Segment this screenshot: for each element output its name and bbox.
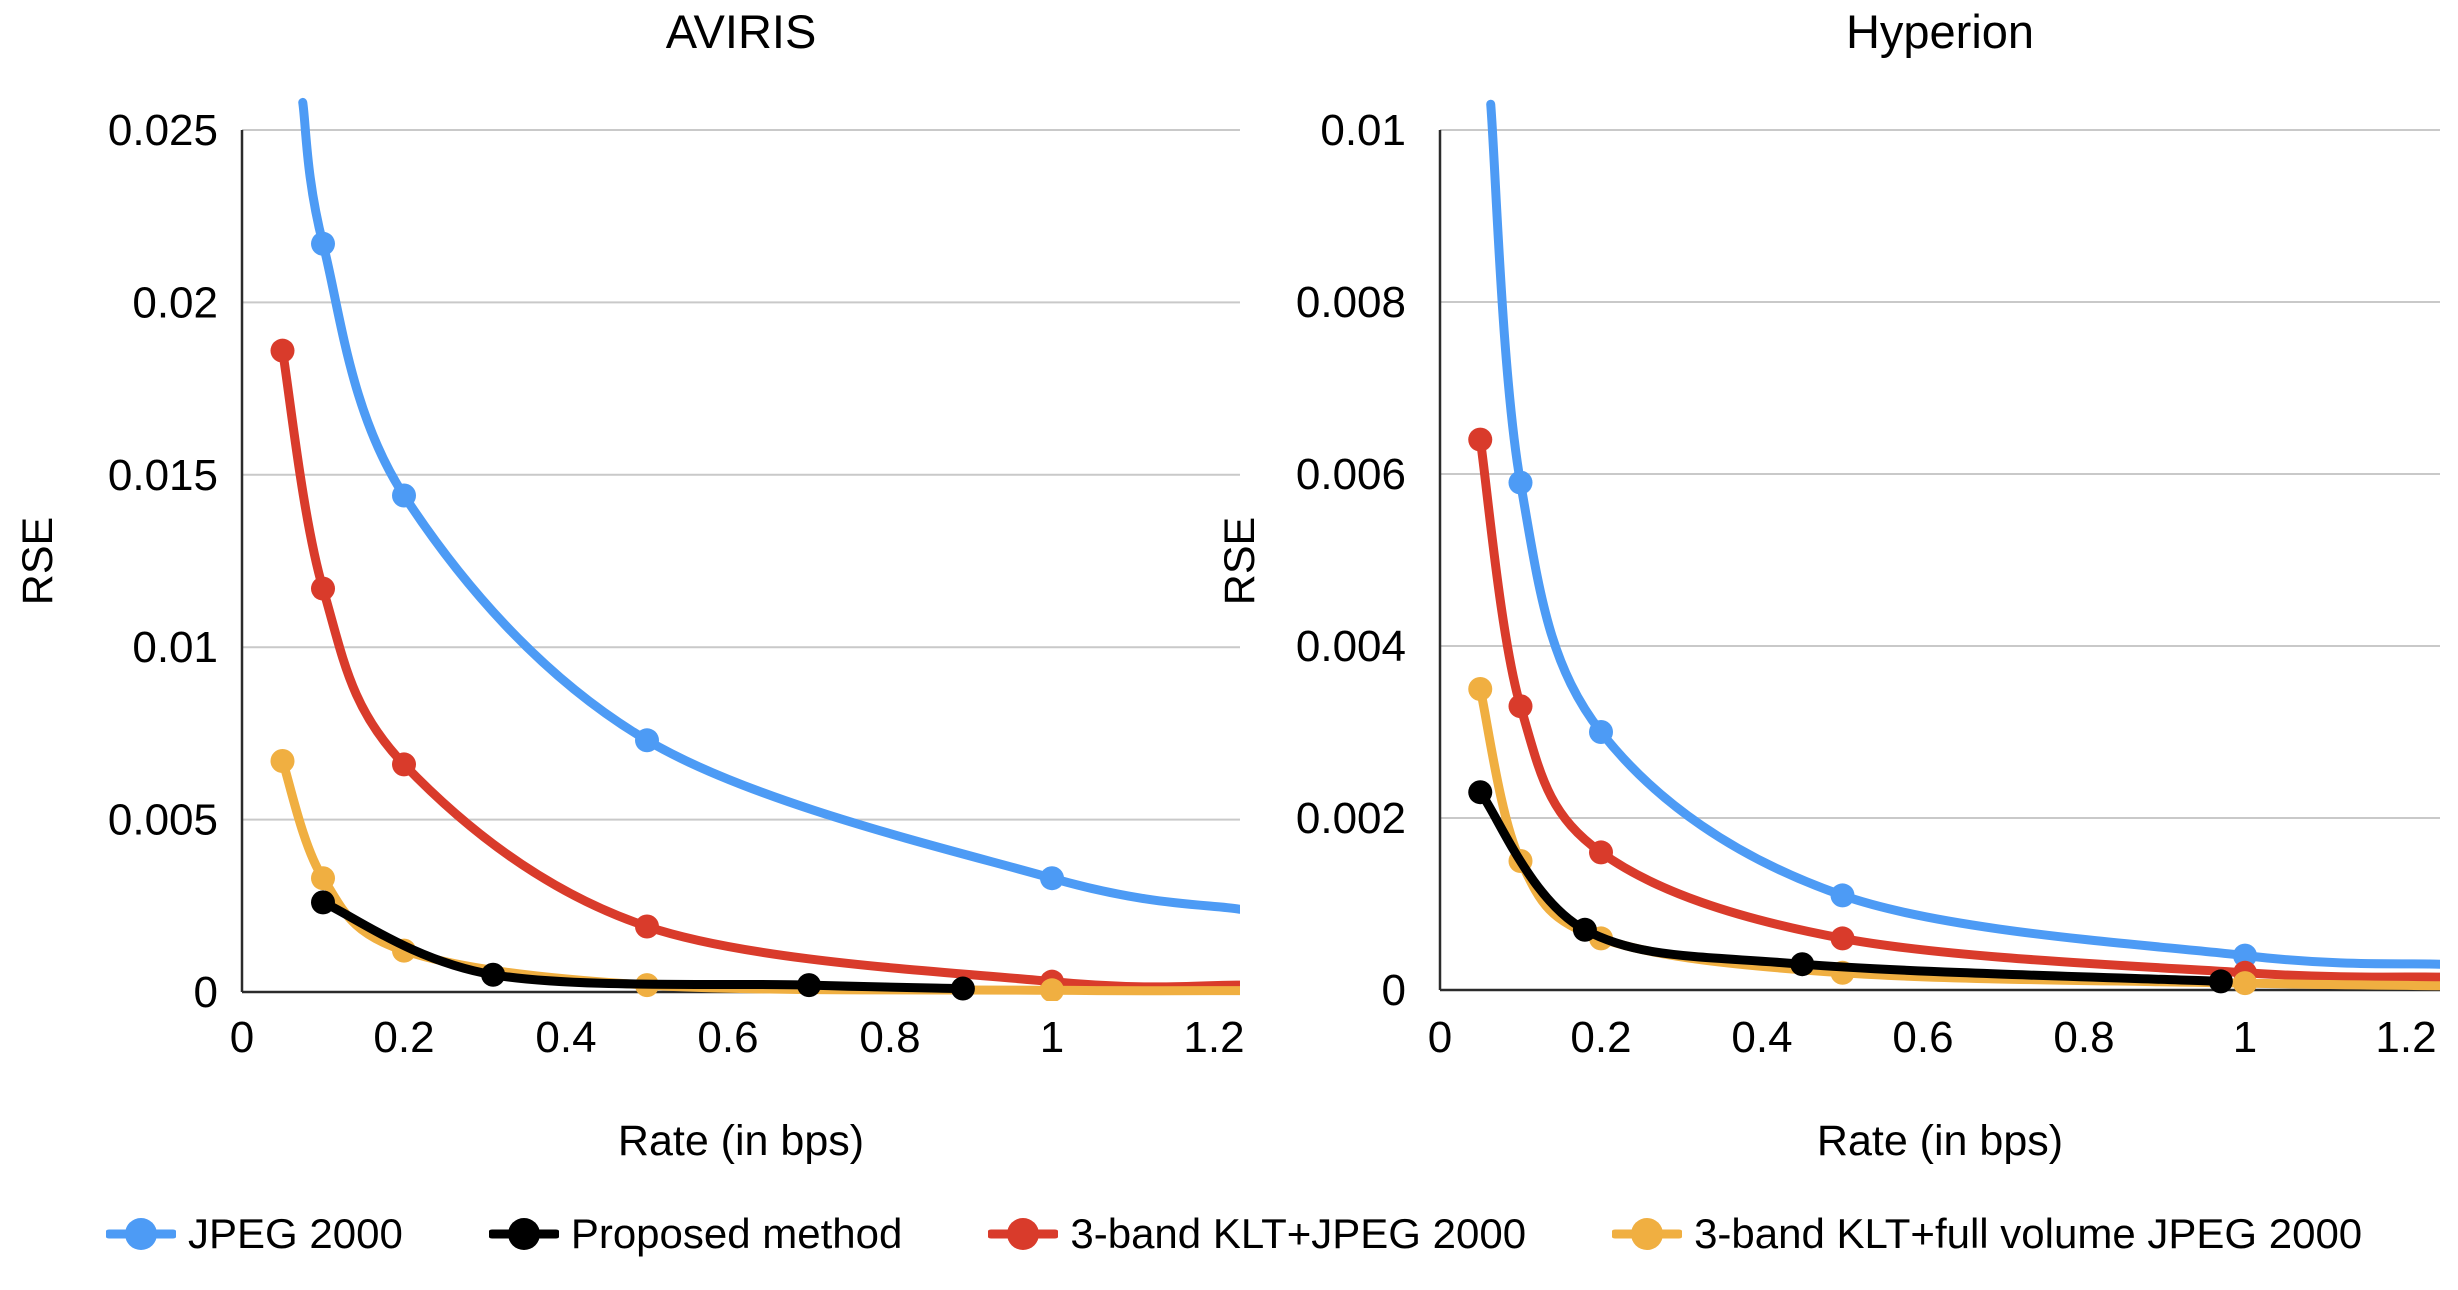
- data-point: [311, 890, 335, 915]
- legend-label: JPEG 2000: [188, 1210, 403, 1257]
- legend-item: 3-band KLT+JPEG 2000: [988, 1210, 1526, 1258]
- chart-title-hyperion: Hyperion: [1846, 5, 2034, 58]
- legend-label: 3-band KLT+JPEG 2000: [1070, 1210, 1527, 1257]
- series-line-3-band-klt-jpeg-2000: [1475, 435, 2440, 982]
- y-tick-label: 0.006: [1296, 450, 1406, 499]
- x-tick-label: 0.2: [1570, 1013, 1631, 1062]
- data-point: [1589, 840, 1613, 865]
- data-point: [311, 866, 335, 891]
- legend-dot: [1631, 1218, 1664, 1250]
- x-tick-label: 0.6: [697, 1013, 758, 1062]
- x-tick-label: 0.4: [1731, 1013, 1792, 1062]
- data-point: [1468, 780, 1493, 805]
- x-tick-label: 0.4: [535, 1013, 596, 1062]
- data-point: [2233, 971, 2257, 996]
- x-tick-label: 0.2: [373, 1013, 434, 1062]
- y-tick-label: 0.02: [132, 278, 218, 327]
- series-line-jpeg-2000: [1486, 99, 2440, 969]
- x-tick-label: 0.8: [2053, 1013, 2114, 1062]
- data-point: [1830, 926, 1855, 951]
- chart-hyperion: Hyperion RSE Rate (in bps) 0 0.002 0.004 0.…: [1216, 5, 2440, 1165]
- data-point: [1508, 694, 1533, 719]
- data-point: [392, 752, 416, 777]
- chart-aviris: AVIRIS RSE Rate (in bps) 0 0.005 0.01 0.015…: [14, 5, 1245, 1165]
- legend-label: Proposed method: [570, 1210, 903, 1257]
- legend: JPEG 2000 Proposed method 3-band KLT+JPEG …: [106, 1210, 2362, 1258]
- data-point: [1468, 677, 1493, 701]
- x-tick-label: 0.8: [859, 1013, 920, 1062]
- data-point: [950, 976, 975, 1001]
- data-point: [635, 914, 659, 939]
- data-point: [1830, 883, 1855, 908]
- y-axis-label-hyperion: RSE: [1216, 517, 1264, 605]
- y-tick-label: 0.01: [132, 623, 218, 672]
- legend-dot: [507, 1218, 540, 1250]
- data-point: [270, 338, 295, 363]
- x-tick-label: 1: [1040, 1013, 1064, 1062]
- legend-marker-icon: [988, 1218, 1059, 1250]
- legend-marker-icon: [106, 1218, 176, 1250]
- data-point: [797, 973, 821, 998]
- y-tick-label: 0.015: [108, 451, 218, 500]
- series-line-proposed-method: [318, 897, 968, 994]
- data-point: [311, 576, 335, 601]
- y-tick-label: 0.008: [1296, 278, 1406, 327]
- data-point: [1589, 720, 1613, 744]
- chart-title-aviris: AVIRIS: [666, 5, 817, 58]
- x-tick-label: 1: [2233, 1013, 2257, 1062]
- data-point: [635, 728, 659, 753]
- y-tick-label: 0.01: [1320, 106, 1406, 155]
- legend-item: JPEG 2000: [106, 1210, 403, 1258]
- data-point: [1468, 427, 1493, 452]
- x-axis-label-aviris: Rate (in bps): [618, 1117, 864, 1165]
- x-tick-label: 1.2: [1183, 1013, 1244, 1062]
- legend-marker-icon: [1612, 1218, 1683, 1250]
- data-point: [2208, 969, 2233, 994]
- plot-aviris: 0 0.005 0.01 0.015 0.02 0.025 0 0.2 0.4 0.6 0.8 1 1.…: [108, 97, 1245, 1062]
- data-point: [1790, 952, 1815, 977]
- data-point: [392, 483, 416, 508]
- y-tick-label: 0: [194, 968, 218, 1017]
- y-tick-label: 0.002: [1296, 794, 1406, 843]
- x-tick-label: 1.2: [2375, 1013, 2436, 1062]
- legend-dot: [1007, 1218, 1040, 1250]
- x-axis-label-hyperion: Rate (in bps): [1817, 1117, 2063, 1165]
- y-tick-label: 0: [1382, 966, 1406, 1015]
- y-tick-label: 0.025: [108, 106, 218, 155]
- data-point: [311, 231, 335, 256]
- legend-label: 3-band KLT+full volume JPEG 2000: [1694, 1210, 2363, 1257]
- data-point: [1040, 866, 1064, 891]
- series-line-proposed-method: [1475, 787, 2226, 986]
- series-line-jpeg-2000: [298, 97, 1240, 914]
- x-tick-label: 0: [1428, 1013, 1452, 1062]
- y-axis-label-aviris: RSE: [14, 517, 62, 605]
- data-point: [2233, 943, 2257, 968]
- legend-item: Proposed method: [488, 1210, 903, 1258]
- plot-hyperion: 0 0.002 0.004 0.006 0.008 0.01 0 0.2 0.4 0.6 0.8 1 1…: [1296, 99, 2440, 1062]
- data-point: [481, 962, 506, 987]
- data-point: [1040, 978, 1064, 1001]
- x-tick-label: 0.6: [1892, 1013, 1953, 1062]
- x-tick-label: 0: [230, 1013, 254, 1062]
- data-point: [1572, 917, 1597, 942]
- legend-dot: [125, 1218, 157, 1250]
- data-point: [270, 748, 295, 773]
- y-tick-label: 0.005: [108, 796, 218, 845]
- y-tick-label: 0.004: [1296, 622, 1406, 671]
- data-point: [1508, 470, 1533, 495]
- legend-marker-icon: [488, 1218, 559, 1250]
- legend-item: 3-band KLT+full volume JPEG 2000: [1612, 1210, 2362, 1258]
